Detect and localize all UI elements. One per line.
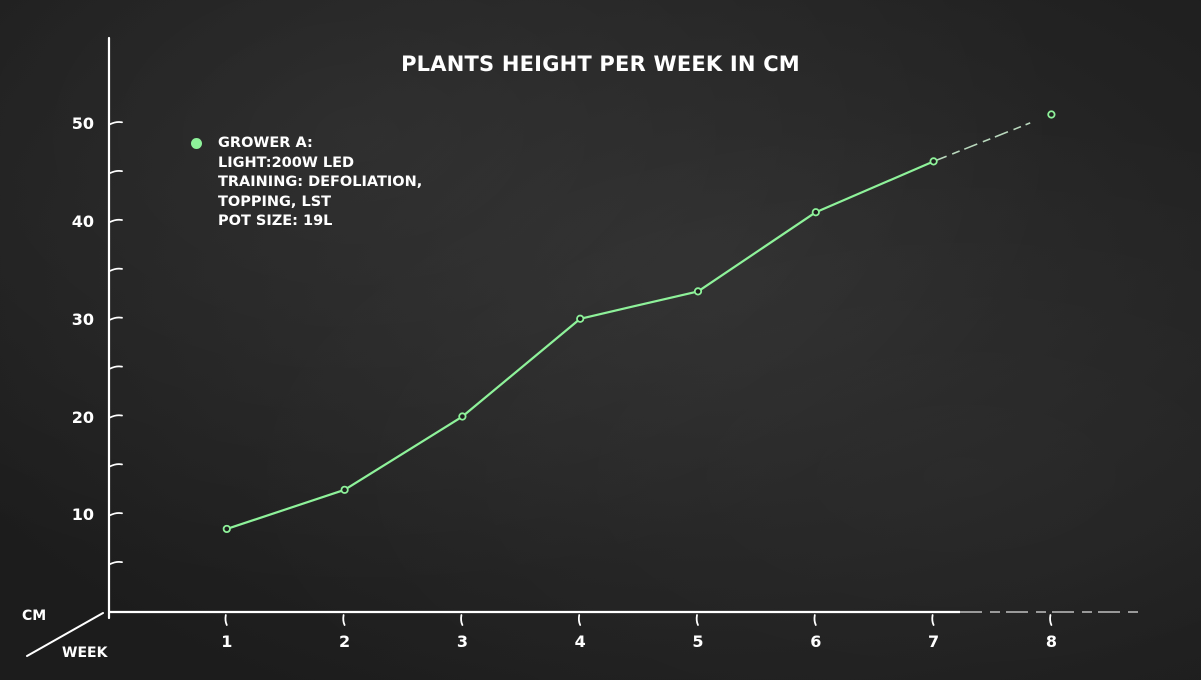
data-point-marker (340, 485, 349, 494)
x-tick-mark (224, 614, 228, 626)
data-point-marker (811, 208, 820, 217)
y-tick-label: 10 (71, 505, 94, 525)
axis-corner-divider (26, 612, 104, 657)
y-tick-mark (109, 169, 123, 175)
axes (26, 36, 1140, 657)
legend-training-cont: TOPPING, LST (218, 193, 332, 210)
x-tick-mark (931, 614, 935, 626)
data-point-marker (458, 412, 467, 421)
y-tick-mark (109, 414, 123, 419)
data-point-marker (222, 524, 231, 534)
legend: GROWER A: LIGHT:200W LED TRAINING: DEFOL… (191, 134, 422, 232)
y-tick-mark (109, 512, 123, 517)
x-tick-label: 2 (339, 632, 351, 651)
y-tick-mark (109, 463, 123, 468)
y-tick-label: 50 (71, 114, 94, 134)
y-tick-label: 40 (71, 212, 94, 231)
data-point-marker (929, 157, 938, 166)
y-tick-mark (109, 560, 123, 566)
x-tick-label: 8 (1045, 632, 1057, 651)
y-tick-mark (109, 365, 123, 370)
x-tick-label: 4 (574, 632, 586, 651)
series-line-dashed (933, 122, 1031, 163)
y-axis-title: CM (22, 608, 47, 624)
x-tick-label: 6 (810, 632, 822, 651)
x-tick-label: 1 (221, 632, 233, 651)
x-tick-mark (1049, 614, 1053, 626)
data-series-grower-a (222, 110, 1056, 534)
x-tick-label: 7 (928, 632, 940, 651)
data-point-marker (693, 287, 703, 296)
x-tick-mark (813, 614, 817, 626)
y-tick-mark (109, 267, 123, 272)
y-tick-mark (109, 316, 123, 321)
x-tick-mark (460, 614, 464, 626)
x-tick-mark (342, 614, 346, 626)
x-tick-label: 5 (692, 632, 704, 651)
legend-light: LIGHT:200W LED (218, 154, 355, 171)
y-tick-mark (109, 121, 123, 126)
legend-pot-size: POT SIZE: 19L (218, 213, 333, 230)
x-axis-title: WEEK (62, 645, 108, 661)
y-tick-mark (109, 218, 123, 223)
data-point-marker (1047, 110, 1056, 119)
data-point-marker (576, 314, 585, 323)
x-tick-mark (695, 614, 699, 626)
chart-title: PLANTS HEIGHT PER WEEK IN CM (401, 52, 800, 76)
y-tick-label: 30 (71, 309, 94, 329)
legend-series-name: GROWER A: (218, 135, 313, 151)
y-tick-label: 20 (71, 407, 94, 427)
legend-training: TRAINING: DEFOLIATION, (218, 174, 423, 191)
x-tick-mark (577, 614, 582, 626)
x-tick-label: 3 (456, 632, 468, 651)
legend-marker-icon (191, 138, 202, 149)
